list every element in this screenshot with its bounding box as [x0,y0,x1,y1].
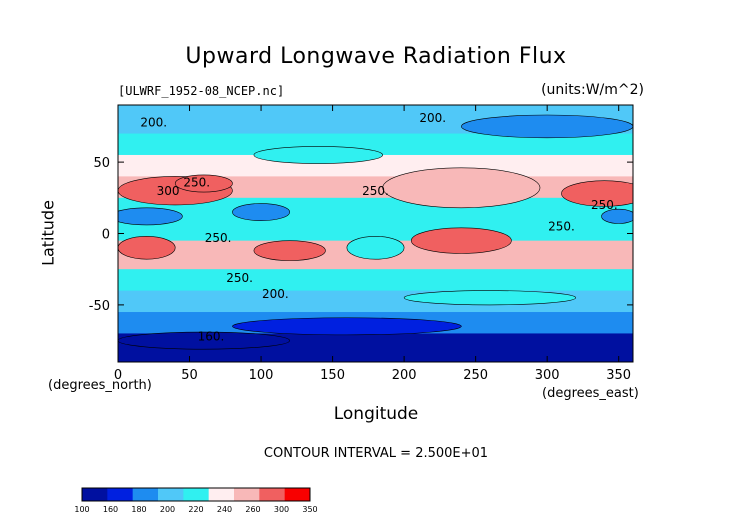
x-tick-label-300: 300 [535,368,560,383]
x-tick-label-0: 0 [114,368,122,383]
contour-interval-note: CONTOUR INTERVAL = 2.500E+01 [263,446,489,461]
x-tick-label-100: 100 [249,368,274,383]
colorbar-label-100: 100 [74,505,89,514]
x-axis-label: Longitude [333,404,419,424]
x-tick-label-150: 150 [320,368,345,383]
field-blob-2 [561,180,633,207]
field-blob-4 [346,236,405,260]
y-axis-label: Latitude [38,200,58,266]
field-blob-12 [461,114,633,139]
y-tick-label-0: 0 [102,228,110,243]
colorbar-label-160: 160 [103,505,118,514]
contour-label-4: 250. [362,184,389,198]
colorbar-label-260: 260 [245,505,260,514]
x-tick-label-50: 50 [181,368,198,383]
field-blob-8 [232,203,290,221]
contour-label-6: 250. [548,220,575,234]
file-label: [ULWRF_1952-08_NCEP.nc] [118,84,285,98]
contour-label-10: 160. [198,330,225,344]
colorbar-swatch-3 [158,488,184,501]
units-label: (units:W/m^2) [541,82,644,98]
heatmap-blobs [118,114,633,350]
x-tick-label-350: 350 [606,368,631,383]
contour-label-7: 250. [205,231,232,245]
contour-label-1: 200. [419,111,446,125]
colorbar-label-180: 180 [131,505,146,514]
field-blob-10 [601,208,633,224]
y-tick-label--50: -50 [89,299,110,314]
colorbar-label-300: 300 [274,505,289,514]
field-band-7 [118,269,633,292]
colorbar-swatch-6 [234,488,260,501]
y-axis-units: (degrees_north) [48,378,152,393]
field-blob-6 [118,236,176,260]
colorbar: 100 160 180 200 220 240 260 300 350 [74,487,318,514]
x-axis-units: (degrees_east) [542,386,639,401]
colorbar-swatch-4 [183,488,210,501]
colorbar-swatch-0 [82,488,108,501]
colorbar-label-200: 200 [160,505,175,514]
contour-label-2: 300 [157,184,180,198]
contour-labels: 200. 200.300250.250.250.250.250.250.200.1… [140,111,617,343]
colorbar-swatch-5 [208,488,235,501]
contour-label-5: 250. [591,198,618,212]
field-blob-11 [253,146,383,164]
field-blob-14 [232,317,462,336]
field-blob-1 [174,174,233,193]
y-tick-label-50: 50 [93,156,110,171]
field-blob-9 [118,207,183,226]
colorbar-frame [81,487,311,502]
contour-label-8: 250. [226,271,253,285]
x-tick-label-250: 250 [463,368,488,383]
field-blob-3 [382,167,541,209]
colorbar-label-350: 350 [302,505,317,514]
contour-label-0: 200. [140,115,167,129]
colorbar-swatch-7 [259,488,286,501]
contour-label-9: 200. [262,287,289,301]
chart-title: Upward Longwave Radiation Flux [185,44,567,69]
colorbar-swatch-2 [132,488,159,501]
field-band-1 [118,133,633,156]
contour-label-3: 250. [183,175,210,189]
field-blob-5 [410,227,512,254]
colorbar-label-220: 220 [188,505,203,514]
field-blob-15 [118,331,290,350]
colorbar-swatch-8 [284,488,311,501]
field-blob-13 [403,290,577,306]
colorbar-label-240: 240 [217,505,232,514]
axis-ticks: 0 50 100 150 200 250 300 350 50 0 -50 [89,105,633,383]
x-tick-label-200: 200 [392,368,417,383]
colorbar-swatch-1 [107,488,134,501]
field-blob-7 [253,240,326,261]
